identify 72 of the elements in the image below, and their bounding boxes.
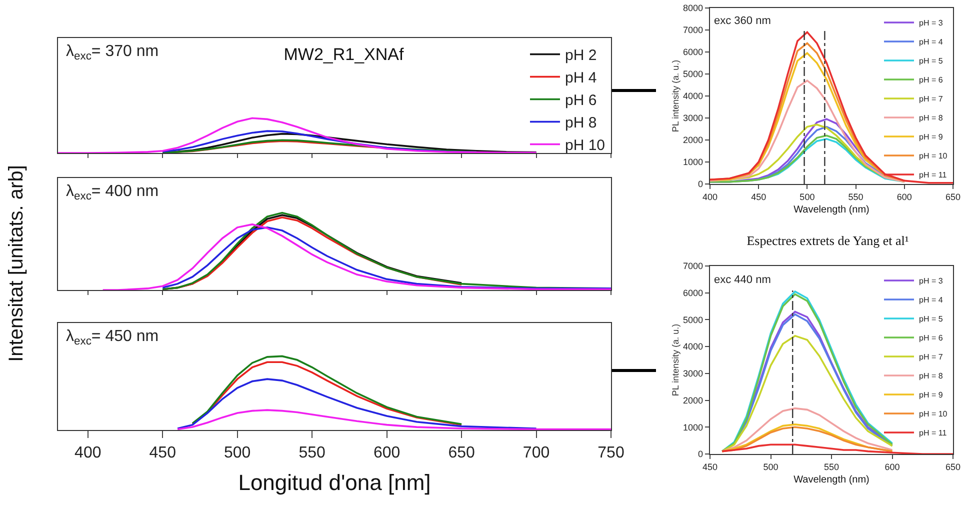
chart-title: MW2_R1_XNAf (284, 44, 404, 64)
legend-label: pH = 7 (919, 94, 944, 104)
x-tick-label: 450 (702, 462, 718, 472)
y-tick-label: 3000 (682, 368, 703, 379)
legend-label: pH = 10 (919, 410, 948, 419)
legend-label: pH = 5 (919, 314, 944, 324)
y-tick-label: 0 (698, 179, 703, 190)
legend-label: pH = 8 (919, 114, 944, 123)
y-tick-label: 3000 (682, 113, 703, 124)
y-tick-label: 4000 (682, 91, 703, 102)
legend-label: pH = 6 (919, 334, 944, 343)
annotation: exc 360 nm (714, 15, 771, 27)
legend-label: pH 10 (565, 137, 606, 154)
x-tick-label: 750 (598, 444, 624, 462)
legend-label: pH 8 (565, 114, 597, 132)
x-tick-label: 450 (751, 192, 766, 202)
y-tick-label: 1000 (682, 157, 703, 168)
text: λ$_{exc}$= 370 nm (66, 43, 159, 62)
legend-label: pH = 6 (919, 76, 944, 85)
x-tick-label: 500 (224, 444, 251, 462)
legend-label: pH = 10 (919, 152, 948, 161)
x-tick-label: 600 (373, 444, 400, 462)
x-axis-title: Wavelength (nm) (794, 474, 870, 486)
y-tick-label: 6000 (682, 47, 703, 58)
x-tick-label: 550 (298, 444, 326, 462)
y-tick-label: 0 (698, 449, 703, 460)
x-tick-label: 600 (884, 462, 900, 472)
legend-label: pH = 9 (919, 390, 944, 400)
x-tick-label: 500 (800, 192, 815, 202)
legend-label: pH 6 (565, 92, 597, 110)
legend-label: pH 4 (565, 70, 597, 87)
legend-label: pH = 4 (919, 38, 944, 47)
x-tick-label: 600 (896, 192, 912, 202)
y-axis-title: PL intensity (a. u.) (670, 60, 680, 132)
y-tick-label: 6000 (682, 288, 703, 298)
y-tick-label: 2000 (682, 395, 703, 406)
x-tick-label: 650 (945, 192, 961, 202)
x-axis-title: Wavelength (nm) (794, 204, 870, 216)
x-tick-label: 450 (149, 444, 176, 462)
legend-label: pH = 3 (919, 18, 944, 28)
y-tick-label: 7000 (682, 25, 703, 36)
legend-label: pH = 3 (919, 276, 944, 286)
legend-label: pH = 7 (919, 352, 944, 362)
y-tick-label: 5000 (682, 314, 703, 325)
x-tick-label: 400 (702, 192, 718, 202)
chart-title: Espectres extrets de Yang et al¹ (746, 232, 909, 248)
legend-label: pH = 11 (919, 428, 948, 438)
legend-label: pH = 9 (919, 132, 944, 142)
y-tick-label: 7000 (682, 261, 703, 272)
x-tick-label: 700 (522, 444, 550, 462)
legend-label: pH = 11 (919, 170, 948, 180)
legend-label: pH 2 (565, 47, 597, 64)
legend-label: pH = 8 (919, 372, 944, 381)
y-tick-label: 1000 (682, 422, 703, 432)
x-tick-label: 500 (763, 462, 778, 472)
annotation: exc 440 nm (714, 274, 771, 286)
legend-label: pH = 4 (919, 296, 944, 305)
y-tick-label: 5000 (682, 69, 703, 80)
x-tick-label: 650 (448, 444, 475, 462)
text: λ$_{exc}$= 400 nm (66, 183, 159, 202)
x-tick-label: 650 (945, 462, 961, 472)
x-tick-label: 400 (74, 444, 102, 462)
x-tick-label: 550 (848, 192, 864, 202)
y-axis-title: Intensitat [unitats. arb] (4, 164, 28, 364)
x-axis-title: Longitud d'ona [nm] (238, 470, 431, 496)
y-axis-title: PL intensity (a. u.) (670, 324, 680, 396)
y-tick-label: 8000 (682, 3, 703, 14)
x-tick-label: 550 (824, 462, 840, 472)
y-tick-label: 2000 (682, 135, 703, 146)
y-tick-label: 4000 (682, 342, 703, 352)
legend-label: pH = 5 (919, 56, 944, 66)
text: λ$_{exc}$= 450 nm (66, 328, 159, 348)
